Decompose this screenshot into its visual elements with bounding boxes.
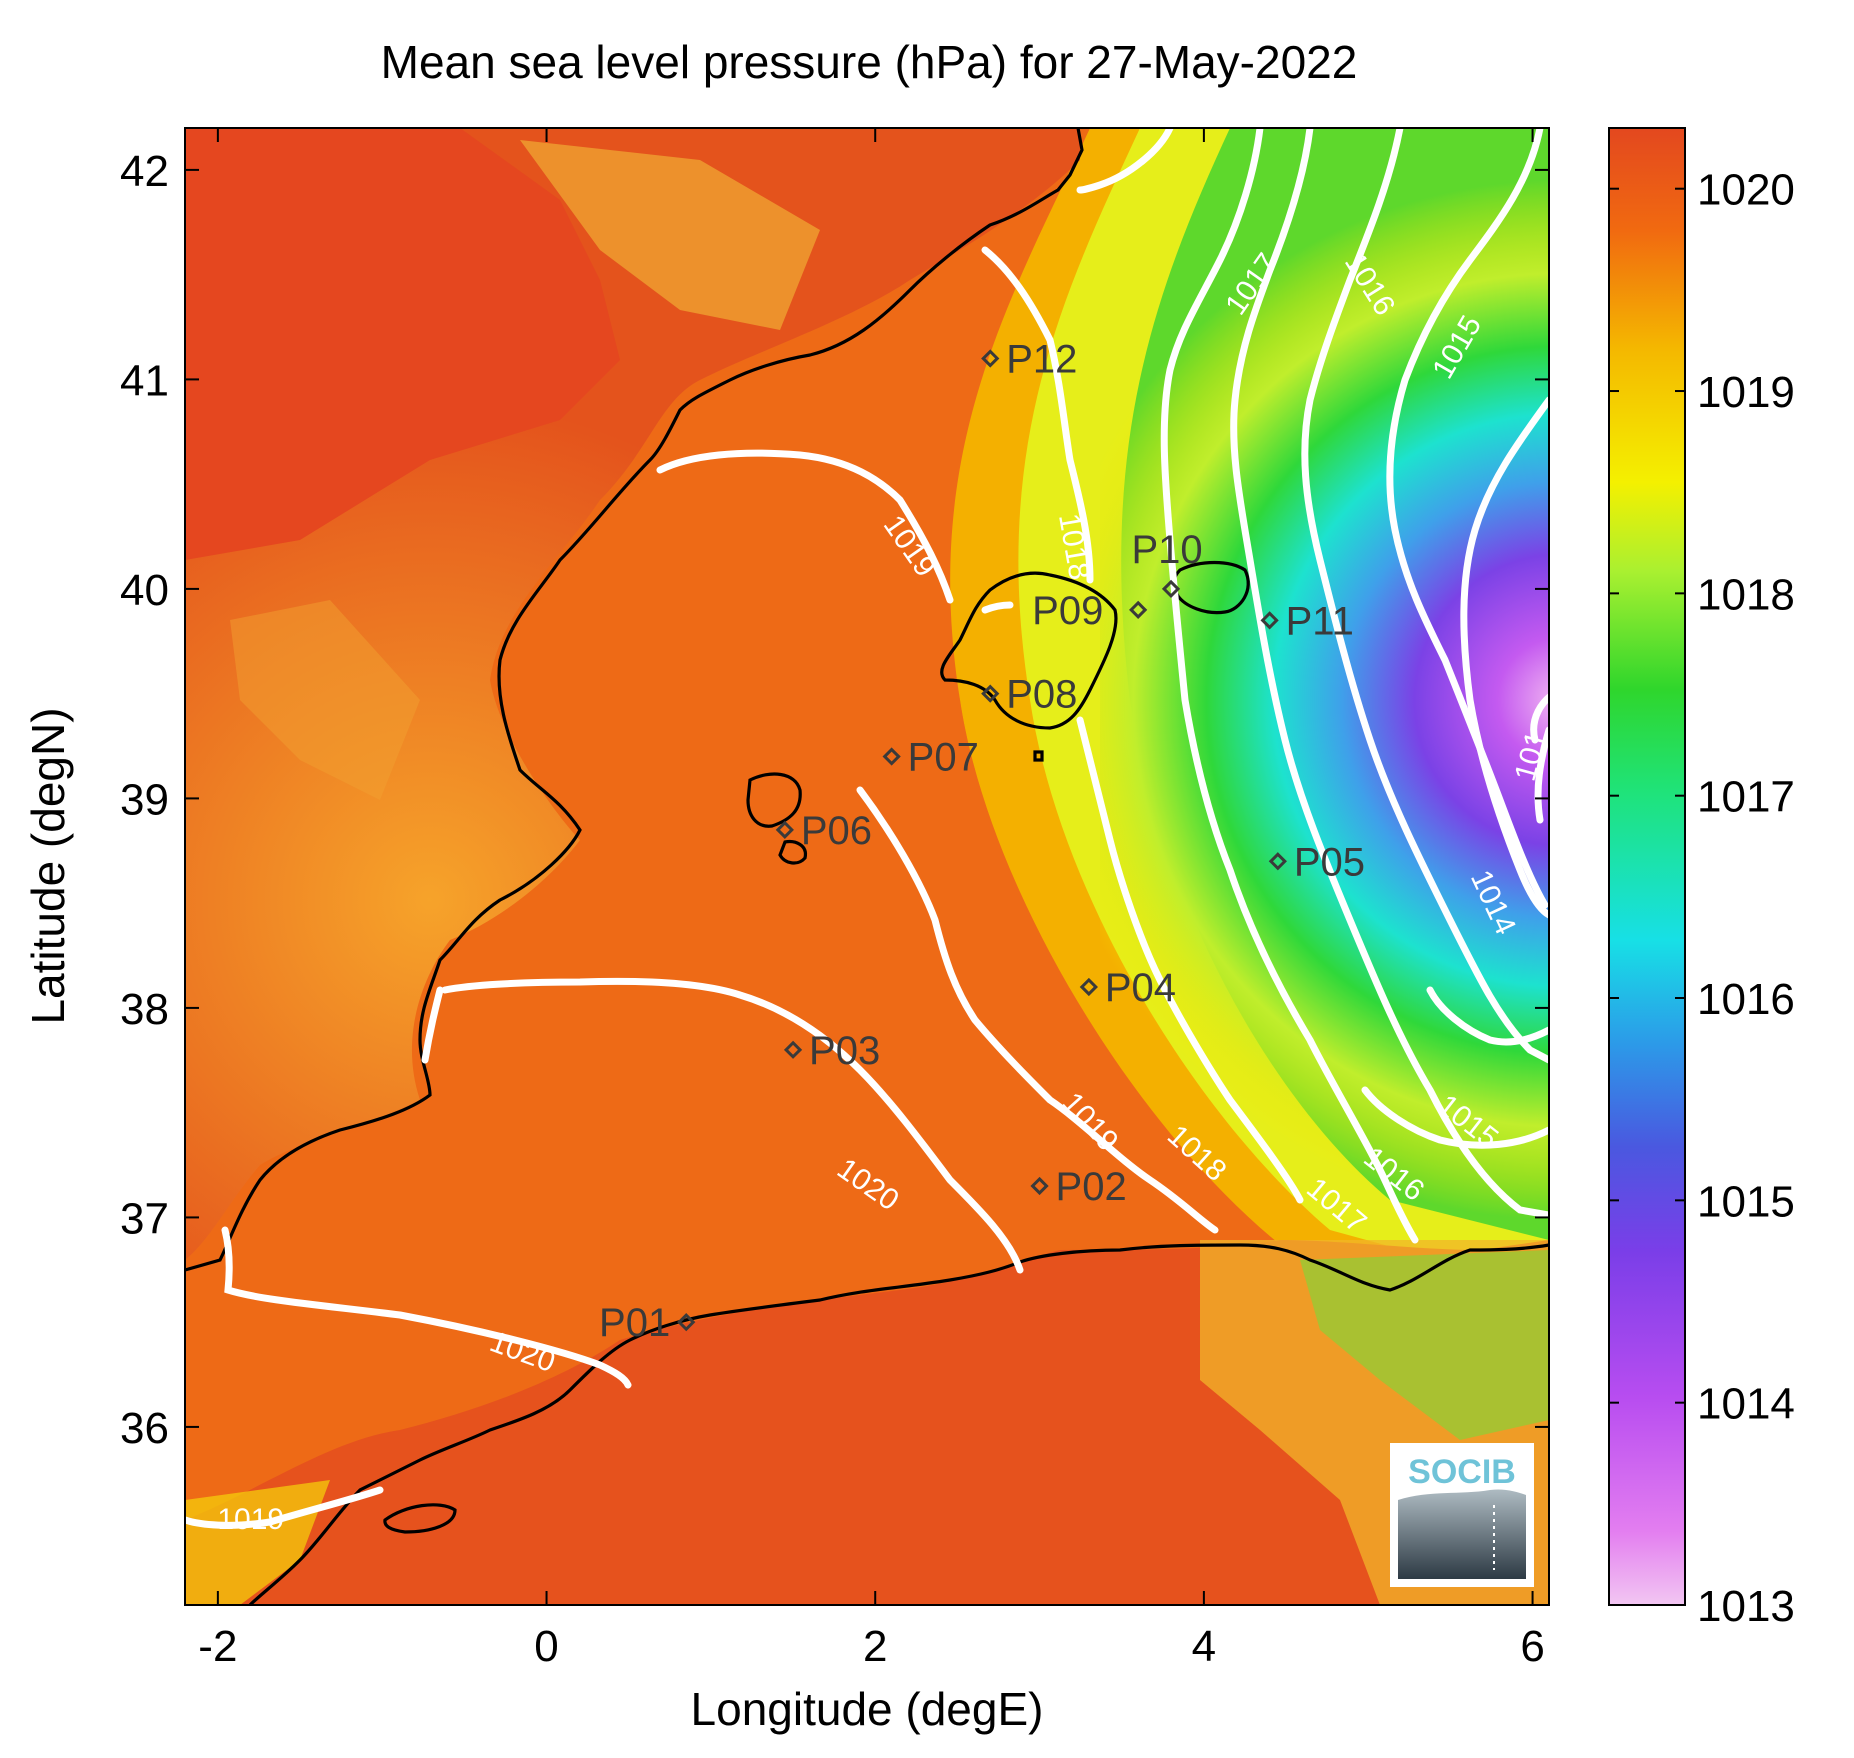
station-label: P12	[1006, 337, 1077, 381]
station-p01: P01	[599, 1301, 696, 1345]
station-p08: P08	[981, 673, 1077, 717]
pressure-field	[185, 128, 1549, 1605]
station-label: P10	[1131, 528, 1202, 572]
colorbar: 1020 1019 1018 1017 1016 1015 1014 1013	[1608, 127, 1795, 1631]
station-marker-icon	[1268, 852, 1287, 871]
station-marker-icon	[783, 1040, 803, 1059]
colorbar-ticks: 1020 1019 1018 1017 1016 1015 1014 1013	[1609, 166, 1795, 1631]
x-tick-label: 6	[1520, 1622, 1544, 1671]
station-marker-icon	[1260, 611, 1279, 630]
station-label: P09	[1032, 589, 1103, 633]
colorbar-tick-label: 1013	[1697, 1582, 1795, 1631]
map-title: Mean sea level pressure (hPa) for 27-May…	[381, 36, 1358, 88]
station-p04: P04	[1079, 966, 1176, 1010]
colorbar-gradient	[1608, 127, 1686, 1606]
colorbar-tick-label: 1018	[1697, 570, 1795, 619]
station-marker-icon	[1161, 579, 1181, 599]
x-tick-label: 0	[534, 1622, 558, 1671]
station-label: P04	[1105, 966, 1176, 1010]
colorbar-tick-label: 1015	[1697, 1177, 1795, 1226]
y-tick-label: 37	[120, 1194, 169, 1243]
station-markers: P01 P02 P03 P04 P05 P06 P07 P08 P09 P10 P11 P12	[599, 337, 1365, 1345]
station-p12: P12	[981, 337, 1077, 381]
colorbar-tick-label: 1017	[1697, 773, 1795, 822]
station-marker-icon	[677, 1313, 696, 1332]
x-tick-label: 2	[863, 1622, 887, 1671]
y-axis-label: Latitude (degN)	[22, 707, 74, 1024]
station-p06: P06	[775, 809, 872, 853]
x-tick-label: -2	[198, 1622, 237, 1671]
station-label: P05	[1294, 840, 1365, 884]
station-marker-icon	[1030, 1176, 1049, 1196]
station-marker-icon	[775, 820, 794, 839]
x-tick-label: 4	[1192, 1622, 1216, 1671]
y-tick-label: 38	[120, 985, 169, 1034]
x-axis-label: Longitude (degE)	[691, 1683, 1044, 1735]
station-p11: P11	[1260, 599, 1354, 643]
station-label: P02	[1056, 1165, 1127, 1209]
isobars	[185, 128, 1549, 1529]
station-marker-icon	[882, 747, 901, 766]
station-marker-icon	[981, 684, 1000, 703]
colorbar-tick-label: 1016	[1697, 975, 1795, 1024]
station-p03: P03	[783, 1029, 880, 1073]
station-p05: P05	[1268, 840, 1365, 884]
station-p07: P07	[882, 736, 979, 780]
colorbar-tick-label: 1020	[1697, 166, 1795, 215]
y-tick-label: 40	[120, 566, 169, 615]
station-marker-icon	[1129, 600, 1148, 619]
station-label: P01	[599, 1301, 670, 1345]
station-marker-icon	[1079, 977, 1098, 997]
station-p09: P09	[1032, 589, 1148, 633]
isobar-label: 1019	[217, 1503, 284, 1536]
y-tick-label: 39	[120, 775, 169, 824]
x-axis: -2 0 2 4 6	[198, 128, 1545, 1671]
y-axis: 42 41 40 39 38 37 36	[120, 147, 1549, 1453]
colorbar-tick-label: 1019	[1697, 368, 1795, 417]
y-tick-label: 36	[120, 1404, 169, 1453]
station-label: P06	[801, 809, 872, 853]
y-tick-label: 42	[120, 147, 169, 196]
station-label: P03	[809, 1029, 880, 1073]
map-frame	[184, 127, 1550, 1606]
y-tick-label: 41	[120, 356, 169, 405]
station-marker-icon	[981, 349, 1000, 368]
socib-logo: SOCIB	[1390, 1443, 1534, 1587]
station-p02: P02	[1030, 1165, 1127, 1209]
station-label: P11	[1286, 599, 1354, 643]
colorbar-tick-label: 1014	[1697, 1380, 1795, 1429]
station-label: P08	[1006, 673, 1077, 717]
station-p10: P10	[1131, 528, 1203, 599]
station-label: P07	[908, 736, 979, 780]
logo-text: SOCIB	[1408, 1453, 1516, 1491]
